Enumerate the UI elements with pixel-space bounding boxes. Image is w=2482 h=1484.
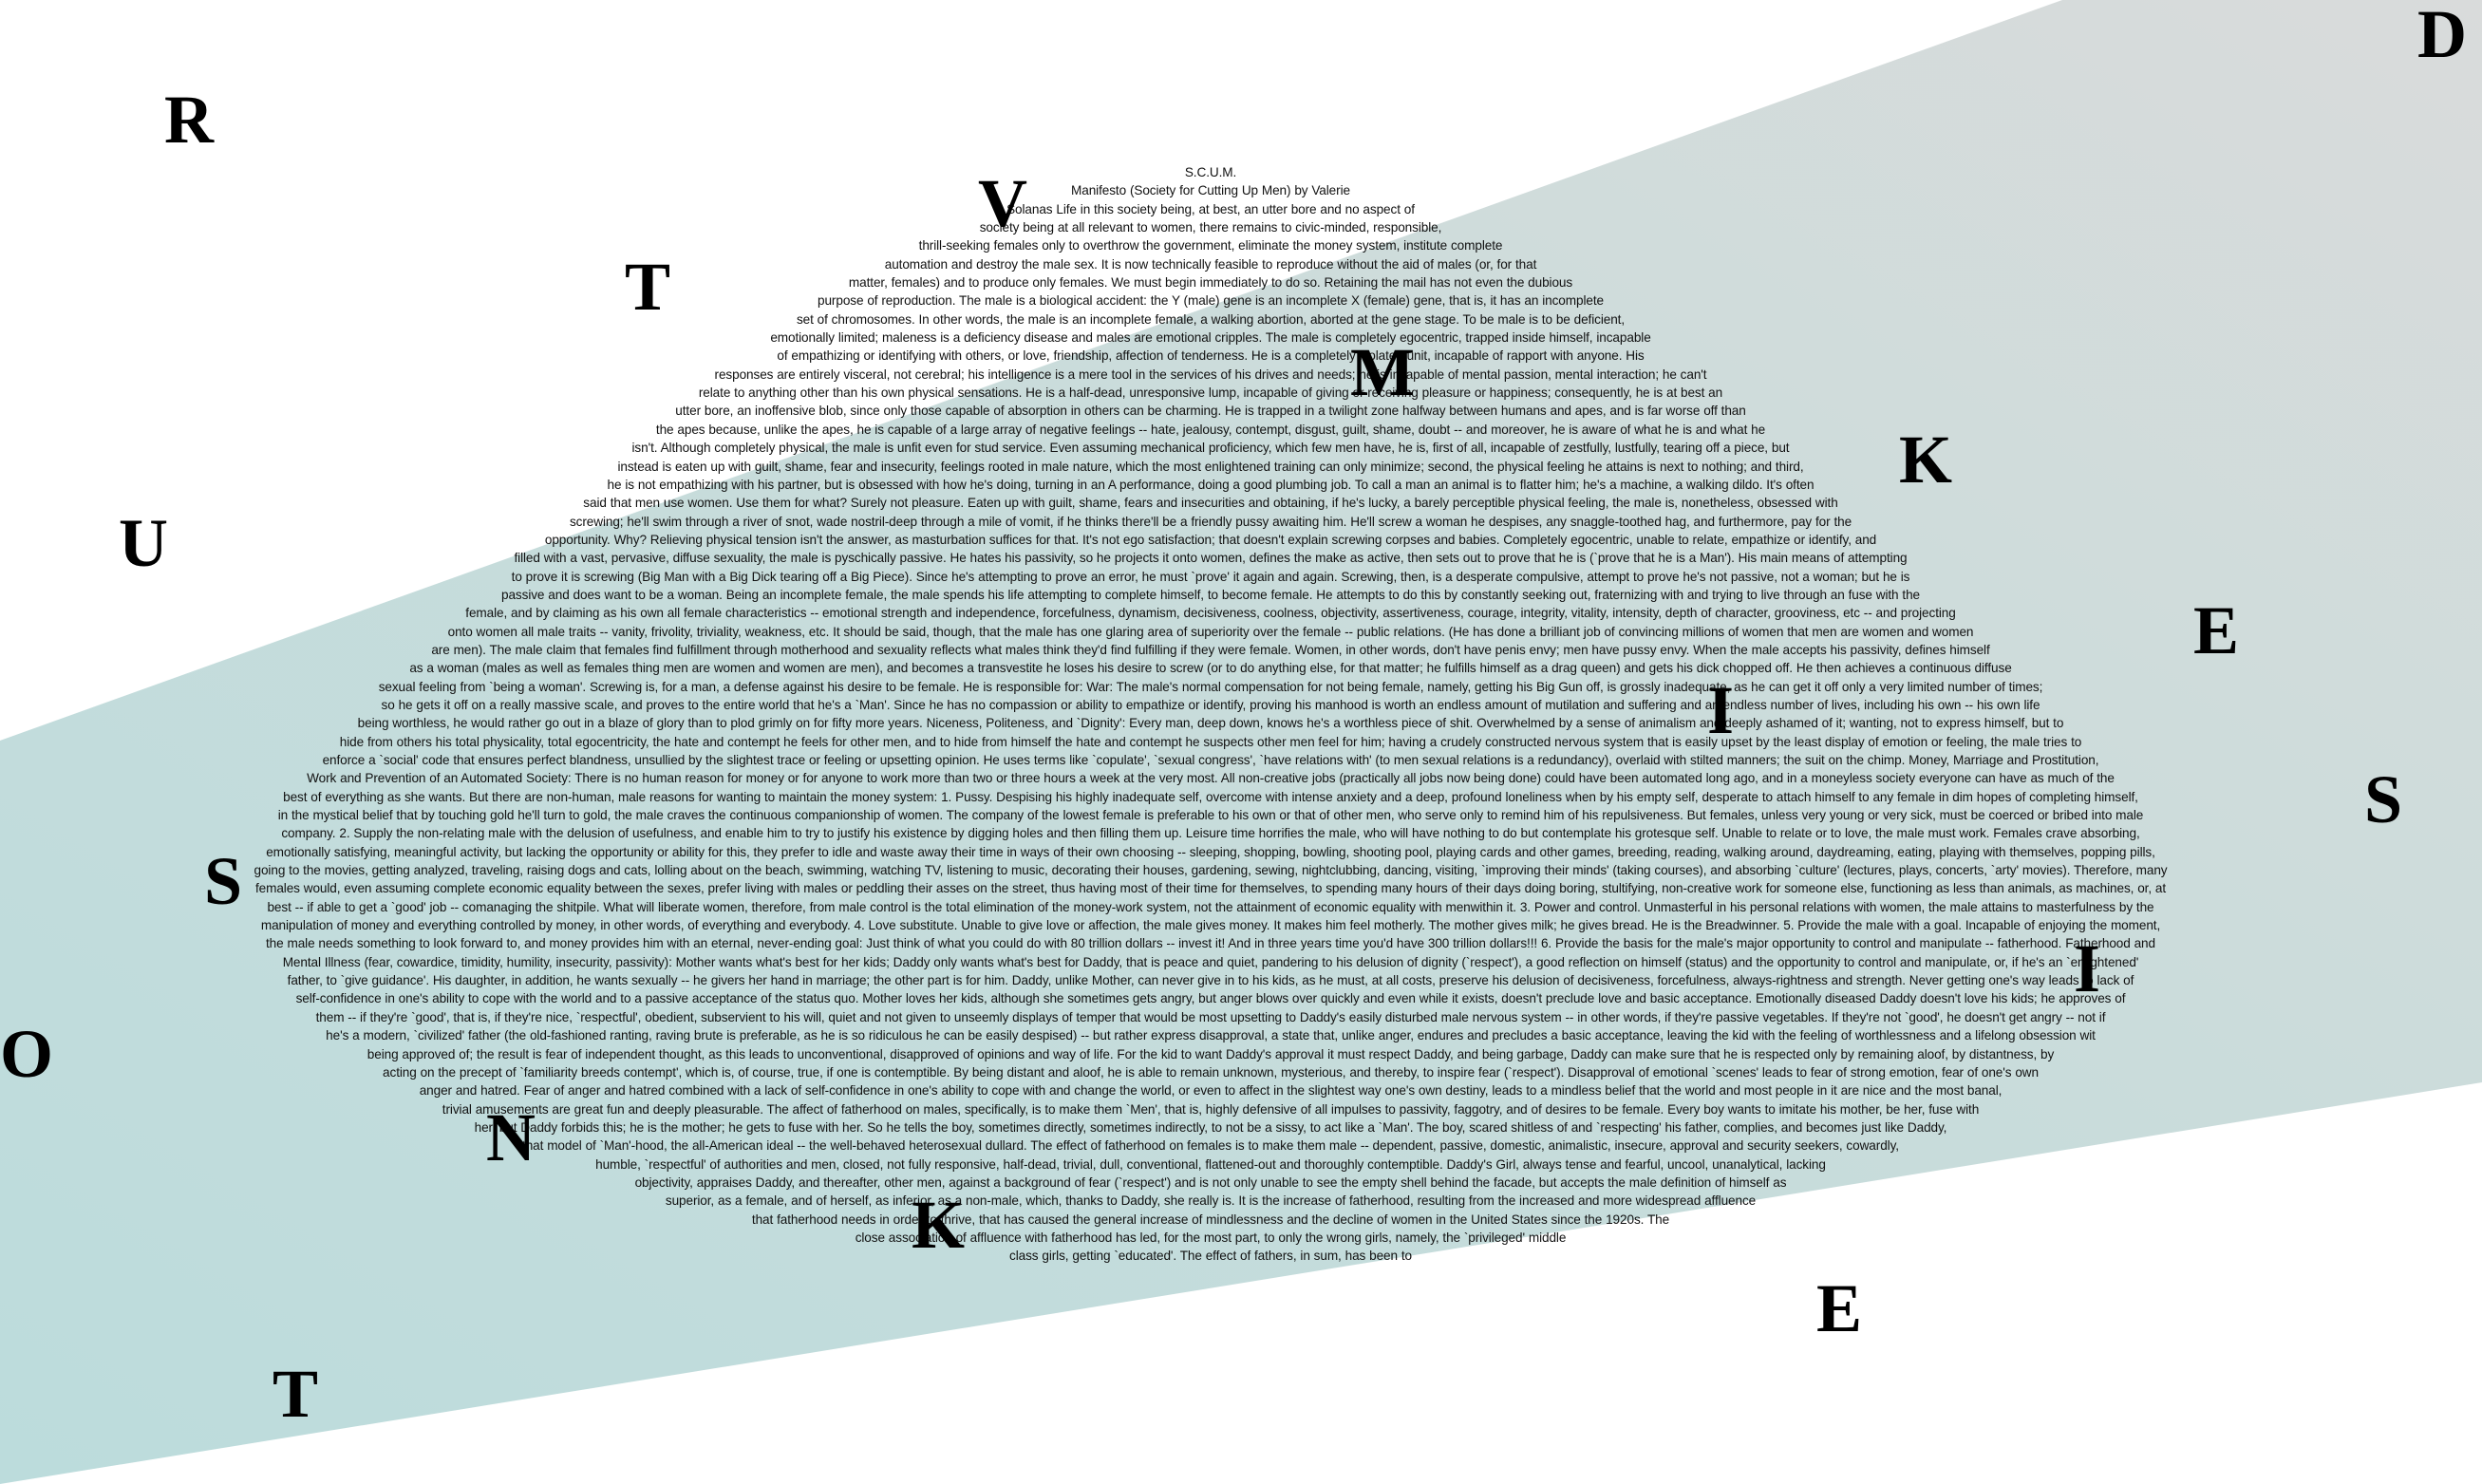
letter-s-right: S xyxy=(2364,761,2403,837)
text-line: the male needs something to look forward… xyxy=(266,936,2155,951)
text-line: them -- if they're `good', that is, if t… xyxy=(315,1009,2106,1024)
text-line: filled with a vast, pervasive, diffuse s… xyxy=(514,551,1908,566)
text-line: instead is eaten up with guilt, shame, f… xyxy=(617,459,1804,474)
letter-r: R xyxy=(164,82,214,158)
text-line: anger and hatred. Fear of anger and hatr… xyxy=(419,1083,2003,1099)
text-line: Solanas Life in this society being, at b… xyxy=(1006,201,1415,216)
text-line: to prove it is screwing (Big Man with a … xyxy=(511,569,1910,584)
letter-o: O xyxy=(0,1016,54,1092)
text-line: screwing; he'll swim through a river of … xyxy=(569,514,1852,529)
letter-e-right: E xyxy=(2193,592,2240,668)
text-line: that fatherhood needs in order to thrive… xyxy=(751,1212,1670,1227)
letter-t-bottom: T xyxy=(273,1356,319,1432)
text-line: self-confidence in one's ability to cope… xyxy=(295,991,2126,1006)
text-line: purpose of reproduction. The male is a b… xyxy=(818,293,1604,309)
text-line: sexual feeling from `being a woman'. Scr… xyxy=(378,679,2043,694)
text-line: best -- if able to get a `good' job -- c… xyxy=(267,899,2154,914)
text-line: isn't. Although completely physical, the… xyxy=(631,441,1790,456)
text-line: he's a modern, `civilized' father (the o… xyxy=(326,1028,2096,1043)
text-line: company. 2. Supply the non-relating male… xyxy=(281,826,2140,841)
text-line: S.C.U.M. xyxy=(1184,165,1237,179)
text-line: Manifesto (Society for Cutting Up Men) b… xyxy=(1071,183,1350,198)
text-line: society being at all relevant to women, … xyxy=(979,220,1442,235)
text-line: class girls, getting `educated'. The eff… xyxy=(1009,1249,1412,1264)
letter-e-bottom: E xyxy=(1816,1270,1863,1346)
text-line: objectivity, appraises Daddy, and therea… xyxy=(634,1174,1787,1190)
text-line: utter bore, an inoffensive blob, since o… xyxy=(675,404,1746,419)
text-line: passive and does want to be a woman. Bei… xyxy=(501,587,1920,602)
text-line: as a woman (males as well as females thi… xyxy=(409,661,2012,676)
text-line: Work and Prevention of an Automated Soci… xyxy=(307,771,2115,786)
letter-k-bottom: K xyxy=(912,1187,966,1263)
text-line: father, to `give guidance'. His daughter… xyxy=(287,973,2134,988)
text-line: thrill-seeking females only to overthrow… xyxy=(918,238,1503,254)
text-line: in the mystical belief that by touching … xyxy=(277,808,2144,823)
text-line: are men). The male claim that females fi… xyxy=(431,642,1990,657)
text-line: that model of `Man'-hood, the all-Americ… xyxy=(522,1138,1899,1154)
letter-t-top: T xyxy=(625,249,671,325)
text-line: going to the movies, getting analyzed, t… xyxy=(254,863,2168,878)
text-line: he is not empathizing with his partner, … xyxy=(607,477,1814,492)
text-line: her, but Daddy forbids this; he is the m… xyxy=(474,1119,1947,1135)
text-line: onto women all male traits -- vanity, fr… xyxy=(447,624,1974,639)
letter-k-right: K xyxy=(1899,422,1953,498)
letter-n: N xyxy=(486,1099,536,1175)
text-line: best of everything as she wants. But the… xyxy=(283,789,2138,804)
text-line: superior, as a female, and of herself, a… xyxy=(665,1193,1757,1209)
text-line: matter, females) and to produce only fem… xyxy=(848,275,1573,291)
letter-d: D xyxy=(2417,0,2467,72)
text-line: relate to anything other than his own ph… xyxy=(698,385,1723,401)
letter-i-right: I xyxy=(2074,930,2101,1006)
text-line: close association of affluence with fath… xyxy=(855,1230,1567,1245)
text-line: emotionally limited; maleness is a defic… xyxy=(770,330,1651,346)
text-line: females would, even assuming complete ec… xyxy=(254,881,2167,896)
text-line: Mental Illness (fear, cowardice, timidit… xyxy=(282,954,2139,969)
letter-m: M xyxy=(1350,334,1415,410)
text-line: trivial amusements are great fun and dee… xyxy=(442,1101,1980,1117)
text-line: being worthless, he would rather go out … xyxy=(357,716,2064,731)
text-line: humble, `respectful' of authorities and … xyxy=(595,1156,1826,1172)
text-line: manipulation of money and everything con… xyxy=(260,918,2161,933)
text-line: automation and destroy the male sex. It … xyxy=(884,256,1537,272)
letter-i-mid: I xyxy=(1707,672,1735,748)
text-line: of empathizing or identifying with other… xyxy=(777,348,1645,364)
manifesto-text-block: S.C.U.M. Manifesto (Society for Cutting U… xyxy=(90,163,2331,1266)
letter-s-left: S xyxy=(204,843,243,919)
text-line: said that men use women. Use them for wh… xyxy=(583,496,1838,511)
text-line: emotionally satisfying, meaningful activ… xyxy=(266,844,2155,859)
text-line: set of chromosomes. In other words, the … xyxy=(796,311,1626,327)
text-line: the apes because, unlike the apes, he is… xyxy=(655,422,1766,437)
text-line: being approved of; the result is fear of… xyxy=(367,1046,2055,1061)
text-line: acting on the precept of `familiarity br… xyxy=(383,1064,2039,1080)
text-line: enforce a `social' code that ensures per… xyxy=(322,753,2099,767)
letter-u: U xyxy=(119,505,168,581)
letter-v: V xyxy=(978,165,1027,241)
text-line: so he gets it off on a really massive sc… xyxy=(381,697,2040,712)
text-line: opportunity. Why? Relieving physical ten… xyxy=(544,532,1877,547)
text-line: female, and by claiming as his own all f… xyxy=(465,606,1956,621)
text-line: responses are entirely visceral, not cer… xyxy=(714,366,1707,382)
text-line: hide from others his total physicality, … xyxy=(339,734,2082,749)
